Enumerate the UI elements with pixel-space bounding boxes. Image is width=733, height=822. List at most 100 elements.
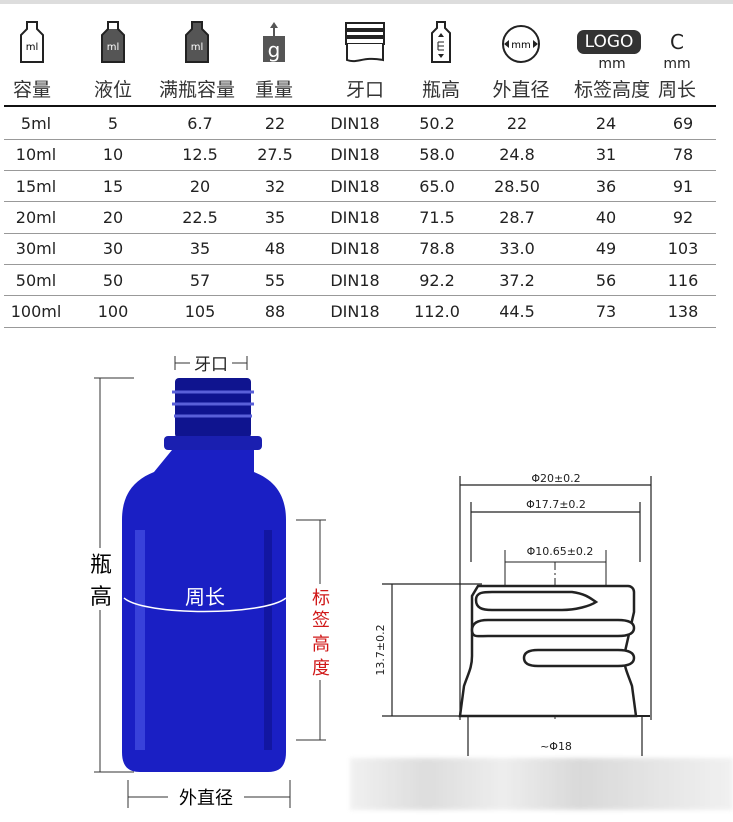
table-cell: 20ml — [4, 201, 68, 234]
table-cell: 10ml — [4, 139, 68, 172]
diameter-mm-icon: mm — [502, 25, 540, 63]
table-cell: 103 — [650, 233, 716, 265]
ml-text: ml — [107, 42, 120, 53]
label-height-label: 度 — [312, 658, 330, 679]
table-cell: 65.0 — [402, 170, 472, 203]
table-cell: 35 — [158, 233, 242, 265]
table-cell: 50ml — [4, 264, 68, 297]
header-label-height: LOGO mm 标签高度 — [568, 20, 656, 106]
table-cell: 40 — [562, 201, 650, 234]
table-cell: 22 — [472, 108, 562, 140]
table-cell: 22.5 — [158, 201, 242, 234]
blurred-watermark — [350, 758, 733, 810]
table-cell: 50 — [68, 264, 158, 297]
table-row: 50ml 50 57 55 DIN18 92.2 37.2 56 116 — [4, 264, 716, 297]
circumference-label: 周长 — [185, 585, 225, 609]
table-cell: 5 — [68, 108, 158, 140]
header-label: 瓶高 — [421, 79, 460, 101]
header-outer-diameter: mm 外直径 — [488, 20, 554, 106]
bottle-diagram: 牙口 瓶 高 周长 标 签 高 度 外直径 Φ20±0.2 Φ17.7±0.2 … — [86, 352, 652, 809]
table-cell: 57 — [158, 264, 242, 297]
thread-neck-icon — [345, 22, 385, 63]
table-row: 20ml 20 22.5 35 DIN18 71.5 28.7 40 92 — [4, 201, 716, 234]
header-label: 外直径 — [492, 79, 550, 101]
table-row: 10ml 10 12.5 27.5 DIN18 58.0 24.8 31 78 — [4, 139, 716, 172]
table-cell: DIN18 — [308, 295, 402, 328]
base-diameter-dimension: ~Φ18 — [540, 740, 572, 753]
table-cell: 78.8 — [402, 233, 472, 265]
table-cell: 27.5 — [242, 139, 308, 172]
table-cell: 28.50 — [472, 170, 562, 203]
table-cell: 58.0 — [402, 139, 472, 172]
table-cell: 91 — [650, 170, 716, 203]
neck-height-dimension: 13.7±0.2 — [374, 624, 387, 675]
table-cell: 88 — [242, 295, 308, 328]
table-row: 15ml 15 20 32 DIN18 65.0 28.50 36 91 — [4, 170, 716, 203]
table-cell: DIN18 — [308, 201, 402, 234]
circumference-icon: C — [670, 30, 684, 54]
neck-technical-drawing — [382, 476, 652, 756]
blue-bottle — [122, 378, 287, 772]
table-cell: 71.5 — [402, 201, 472, 234]
ml-text: ml — [26, 42, 39, 53]
height-label: 高 — [90, 585, 112, 610]
header-label: 液位 — [93, 79, 132, 101]
weight-g-icon: g — [263, 22, 285, 62]
header-full-capacity: ml 满瓶容量 — [152, 20, 242, 106]
table-cell: 116 — [650, 264, 716, 297]
table-cell: 22 — [242, 108, 308, 140]
table-cell: 100ml — [4, 295, 68, 328]
table-cell: 15 — [68, 170, 158, 203]
table-cell: 20 — [68, 201, 158, 234]
table-cell: 112.0 — [402, 295, 472, 328]
mm-text: mm — [511, 40, 530, 51]
unit-mm: mm — [598, 56, 626, 72]
table-cell: 69 — [650, 108, 716, 140]
header-weight: g 重量 — [246, 20, 302, 106]
header-label: 满瓶容量 — [158, 79, 235, 101]
ml-text: ml — [191, 42, 204, 53]
table-cell: 24.8 — [472, 139, 562, 172]
table-cell: 37.2 — [472, 264, 562, 297]
bottle-height-icon — [431, 21, 451, 63]
table-cell: 48 — [242, 233, 308, 265]
table-cell: DIN18 — [308, 233, 402, 265]
spec-table: 5ml 5 6.7 22 DIN18 50.2 22 24 69 10ml 10 12.5 27.5 DI… — [4, 108, 716, 328]
table-cell: DIN18 — [308, 264, 402, 297]
header-label: 容量 — [12, 79, 51, 101]
header-label: 周长 — [657, 79, 696, 101]
table-cell: 32 — [242, 170, 308, 203]
table-cell: 100 — [68, 295, 158, 328]
height-label: 瓶 — [90, 553, 112, 578]
outer-diameter-label: 外直径 — [179, 788, 233, 809]
header-height: 瓶高 — [412, 20, 470, 106]
table-cell: 78 — [650, 139, 716, 172]
table-cell: 138 — [650, 295, 716, 328]
label-height-label: 签 — [312, 610, 330, 631]
outer-diameter-dimension: Φ20±0.2 — [531, 472, 580, 485]
table-cell: 30 — [68, 233, 158, 265]
table-cell: 20 — [158, 170, 242, 203]
header-capacity: ml 容量 — [4, 20, 60, 106]
table-row: 30ml 30 35 48 DIN18 78.8 33.0 49 103 — [4, 233, 716, 265]
bottle-ml-outline-icon: ml — [20, 21, 44, 63]
table-cell: 55 — [242, 264, 308, 297]
table-cell: DIN18 — [308, 170, 402, 203]
g-text: g — [268, 38, 281, 62]
table-cell: 10 — [68, 139, 158, 172]
unit-mm: mm — [663, 56, 691, 72]
table-cell: 24 — [562, 108, 650, 140]
header-label: 牙口 — [345, 79, 384, 101]
table-cell: 5ml — [4, 108, 68, 140]
table-cell: 30ml — [4, 233, 68, 265]
table-cell: 92 — [650, 201, 716, 234]
table-cell: 12.5 — [158, 139, 242, 172]
header-thread: 牙口 — [330, 20, 400, 106]
label-height-label: 标 — [312, 588, 330, 609]
table-cell: 105 — [158, 295, 242, 328]
table-cell: 73 — [562, 295, 650, 328]
table-cell: 36 — [562, 170, 650, 203]
table-cell: 44.5 — [472, 295, 562, 328]
header-label: 标签高度 — [573, 79, 650, 101]
header-circumference: C mm 周长 — [654, 20, 700, 106]
